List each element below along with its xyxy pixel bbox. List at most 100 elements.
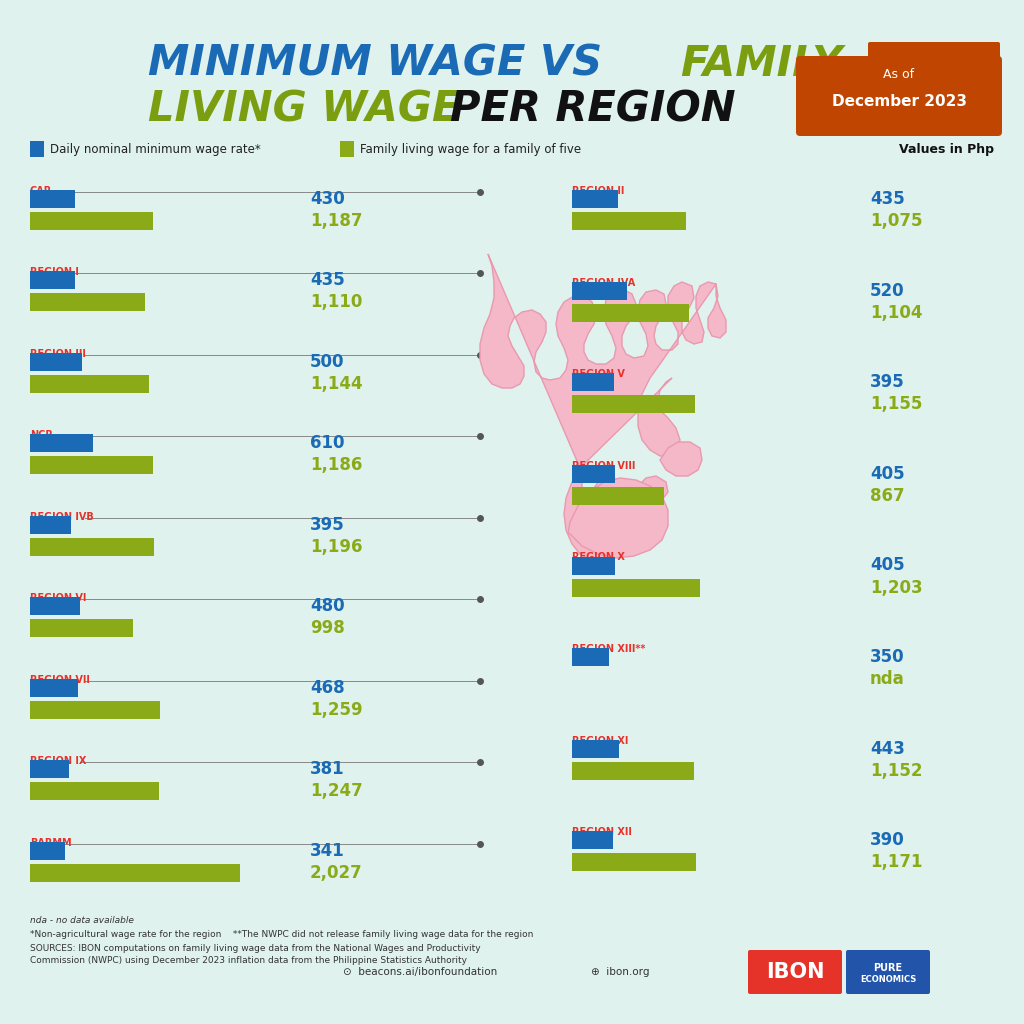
Text: 998: 998	[310, 620, 345, 637]
Text: 1,187: 1,187	[310, 212, 362, 230]
Text: 1,104: 1,104	[870, 304, 923, 322]
FancyBboxPatch shape	[572, 579, 699, 597]
Text: REGION XII: REGION XII	[572, 827, 632, 838]
Polygon shape	[660, 442, 702, 476]
Polygon shape	[480, 254, 726, 562]
FancyBboxPatch shape	[30, 434, 93, 453]
Text: nda: nda	[870, 670, 905, 688]
Text: ECONOMICS: ECONOMICS	[860, 976, 916, 984]
Text: LIVING WAGE: LIVING WAGE	[148, 88, 475, 130]
Text: 390: 390	[870, 831, 905, 849]
Text: BARMM: BARMM	[30, 838, 72, 848]
FancyBboxPatch shape	[572, 648, 609, 667]
Text: REGION XI: REGION XI	[572, 736, 629, 745]
FancyBboxPatch shape	[572, 556, 615, 574]
Text: 405: 405	[870, 556, 904, 574]
Text: 1,259: 1,259	[310, 700, 362, 719]
Text: 2,027: 2,027	[310, 863, 362, 882]
FancyBboxPatch shape	[572, 374, 614, 391]
Text: FAMILY: FAMILY	[680, 43, 843, 85]
Text: Commission (NWPC) using December 2023 inflation data from the Philippine Statist: Commission (NWPC) using December 2023 in…	[30, 956, 467, 965]
Text: REGION V: REGION V	[572, 370, 625, 379]
Text: 1,110: 1,110	[310, 294, 362, 311]
Text: 381: 381	[310, 760, 345, 778]
FancyBboxPatch shape	[868, 42, 1000, 68]
FancyBboxPatch shape	[572, 282, 627, 300]
FancyBboxPatch shape	[30, 538, 154, 556]
Text: 1,247: 1,247	[310, 782, 362, 800]
FancyBboxPatch shape	[30, 700, 161, 719]
Text: REGION IX: REGION IX	[30, 756, 86, 766]
FancyBboxPatch shape	[30, 190, 75, 208]
Text: As of: As of	[884, 68, 914, 81]
FancyBboxPatch shape	[30, 597, 80, 615]
FancyBboxPatch shape	[30, 141, 44, 157]
Text: SOURCES: IBON computations on family living wage data from the National Wages an: SOURCES: IBON computations on family liv…	[30, 944, 480, 953]
Text: nda - no data available: nda - no data available	[30, 916, 134, 925]
Text: *Non-agricultural wage rate for the region    **The NWPC did not release family : *Non-agricultural wage rate for the regi…	[30, 930, 534, 939]
FancyBboxPatch shape	[572, 190, 618, 208]
Text: 350: 350	[870, 648, 904, 667]
Text: 435: 435	[310, 271, 345, 290]
FancyBboxPatch shape	[30, 620, 133, 637]
FancyBboxPatch shape	[30, 842, 66, 859]
FancyBboxPatch shape	[30, 863, 240, 882]
Text: 1,186: 1,186	[310, 457, 362, 474]
Text: REGION X: REGION X	[572, 553, 625, 562]
Text: 395: 395	[310, 516, 345, 534]
Text: Values in Php: Values in Php	[899, 142, 994, 156]
Text: Family living wage for a family of five: Family living wage for a family of five	[360, 142, 582, 156]
FancyBboxPatch shape	[30, 294, 145, 311]
Text: CAR: CAR	[30, 186, 52, 196]
FancyBboxPatch shape	[30, 760, 70, 778]
FancyBboxPatch shape	[30, 353, 82, 371]
FancyBboxPatch shape	[572, 853, 696, 871]
Text: Daily nominal minimum wage rate*: Daily nominal minimum wage rate*	[50, 142, 261, 156]
Text: 341: 341	[310, 842, 345, 859]
FancyBboxPatch shape	[796, 56, 1002, 136]
Text: 1,203: 1,203	[870, 579, 923, 597]
Text: 443: 443	[870, 739, 905, 758]
Text: 395: 395	[870, 374, 905, 391]
Text: PER REGION: PER REGION	[450, 88, 735, 130]
Text: ⊕  ibon.org: ⊕ ibon.org	[591, 967, 649, 977]
Text: MINIMUM WAGE VS: MINIMUM WAGE VS	[148, 43, 616, 85]
Text: REGION III: REGION III	[30, 349, 86, 358]
FancyBboxPatch shape	[30, 271, 75, 290]
Text: December 2023: December 2023	[831, 94, 967, 110]
Text: IBON: IBON	[766, 962, 824, 982]
FancyBboxPatch shape	[572, 762, 694, 779]
FancyBboxPatch shape	[572, 212, 686, 230]
Text: 1,152: 1,152	[870, 762, 923, 779]
Text: 520: 520	[870, 282, 904, 300]
Text: 430: 430	[310, 190, 345, 208]
Text: 1,075: 1,075	[870, 212, 923, 230]
Text: REGION I: REGION I	[30, 267, 79, 278]
Text: REGION IVB: REGION IVB	[30, 512, 94, 522]
Text: REGION IVA: REGION IVA	[572, 278, 635, 288]
FancyBboxPatch shape	[30, 212, 153, 230]
Text: 1,196: 1,196	[310, 538, 362, 556]
Text: 468: 468	[310, 679, 345, 696]
Text: ⊙  beacons.ai/ibonfoundation: ⊙ beacons.ai/ibonfoundation	[343, 967, 497, 977]
Text: 480: 480	[310, 597, 345, 615]
Text: PURE: PURE	[873, 963, 902, 973]
FancyBboxPatch shape	[572, 465, 615, 483]
Text: 1,155: 1,155	[870, 395, 923, 414]
FancyBboxPatch shape	[30, 679, 79, 696]
Text: REGION VII: REGION VII	[30, 675, 90, 685]
FancyBboxPatch shape	[846, 950, 930, 994]
Polygon shape	[590, 478, 632, 508]
Polygon shape	[568, 478, 668, 558]
FancyBboxPatch shape	[572, 395, 694, 414]
FancyBboxPatch shape	[30, 782, 159, 800]
Text: 405: 405	[870, 465, 904, 483]
Text: 867: 867	[870, 486, 904, 505]
Text: REGION II: REGION II	[572, 186, 625, 196]
Text: 435: 435	[870, 190, 905, 208]
FancyBboxPatch shape	[340, 141, 354, 157]
Text: 1,171: 1,171	[870, 853, 923, 871]
Text: REGION VI: REGION VI	[30, 593, 86, 603]
Text: 1,144: 1,144	[310, 375, 362, 393]
Text: REGION XIII**: REGION XIII**	[572, 644, 645, 654]
